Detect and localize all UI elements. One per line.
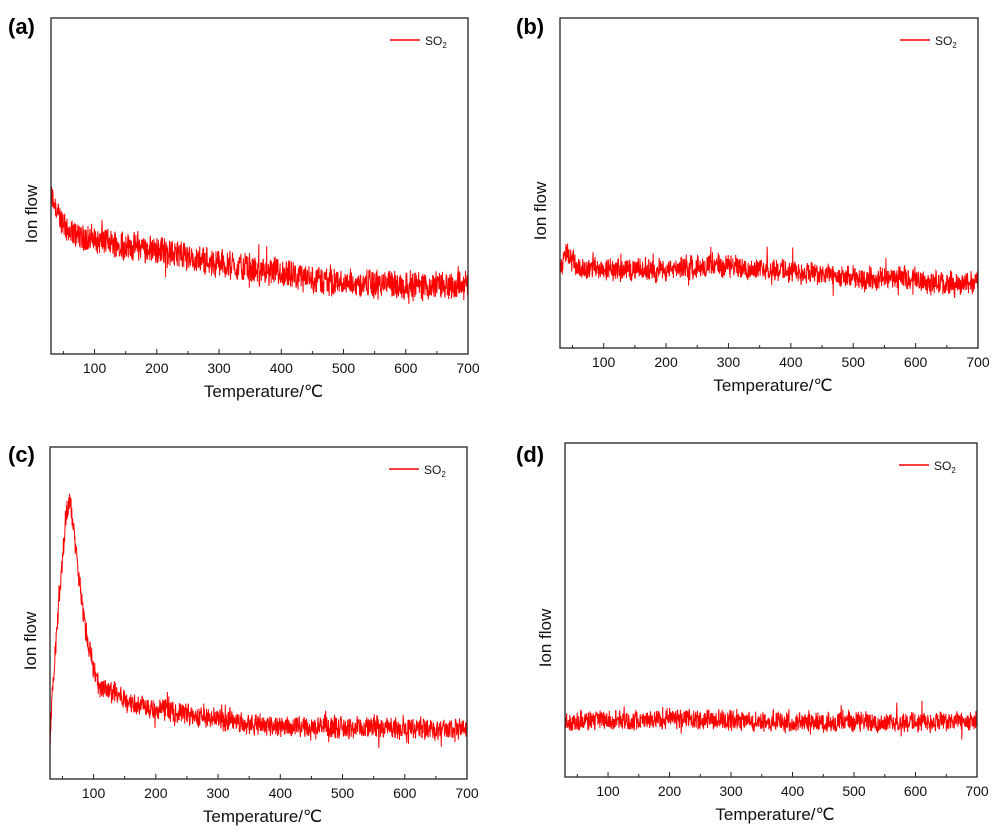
legend: SO2 (899, 459, 956, 475)
x-tick-label: 600 (904, 783, 928, 799)
x-tick-label: 700 (966, 354, 990, 370)
legend-label: SO2 (425, 34, 447, 50)
x-tick-label: 500 (331, 785, 355, 801)
x-tick-label: 300 (719, 783, 743, 799)
x-axis-label: Temperature/℃ (204, 382, 323, 401)
x-tick-label: 400 (781, 783, 805, 799)
x-tick-label: 300 (717, 354, 741, 370)
plot-frame (50, 17, 469, 355)
legend-label-subscript: 2 (952, 41, 957, 50)
legend-label: SO2 (424, 463, 446, 479)
series-line-so2 (564, 700, 978, 740)
x-tick-label: 500 (842, 354, 866, 370)
panel-label: (d) (516, 442, 544, 467)
chart-panel-d: (d) 100 200 300 400 500 600 700 Temperature/℃ Ion… (516, 442, 989, 824)
x-tick-label: 200 (145, 360, 169, 376)
panel-label: (c) (8, 442, 35, 467)
x-axis-label: Temperature/℃ (715, 805, 834, 824)
x-tick-label: 600 (904, 354, 928, 370)
x-tick-label: 500 (842, 783, 866, 799)
chart-panel-c: (c) 100 200 300 400 500 600 700 Temperature/℃ Ion… (8, 442, 479, 826)
x-axis-label: Temperature/℃ (203, 807, 322, 826)
chart-panel-a: (a) 100 200 300 400 500 600 700 Temperature/℃ Ion… (8, 14, 480, 401)
x-tick-label: 500 (332, 360, 356, 376)
legend-label-main: SO (424, 463, 441, 477)
x-tick-label: 200 (144, 785, 168, 801)
plot-frame (564, 442, 978, 778)
x-tick-label: 100 (596, 783, 620, 799)
panel-label: (b) (516, 14, 544, 39)
legend-label: SO2 (935, 34, 957, 50)
y-axis-label: Ion flow (22, 184, 41, 243)
x-tick-label: 100 (592, 354, 616, 370)
panel-label: (a) (8, 14, 35, 39)
legend-label-main: SO (425, 34, 442, 48)
x-tick-label: 200 (654, 354, 678, 370)
plot-frame (559, 17, 979, 349)
y-axis-label: Ion flow (536, 608, 555, 667)
x-tick-label: 100 (83, 360, 107, 376)
y-axis-label: Ion flow (21, 611, 40, 670)
x-tick-label: 600 (394, 360, 418, 376)
legend-label-main: SO (934, 459, 951, 473)
x-tick-label: 600 (393, 785, 417, 801)
chart-panel-b: (b) 100 200 300 400 500 600 700 Temperature/℃ Ion… (516, 14, 990, 395)
y-axis-label: Ion flow (531, 181, 550, 240)
legend-label-subscript: 2 (442, 41, 447, 50)
x-tick-label: 200 (658, 783, 682, 799)
x-tick-label: 100 (82, 785, 106, 801)
legend: SO2 (900, 34, 957, 50)
legend: SO2 (390, 34, 447, 50)
plot-frame (49, 446, 468, 780)
series-line-so2 (559, 243, 979, 299)
x-tick-label: 400 (779, 354, 803, 370)
series-line-so2 (49, 493, 468, 749)
x-tick-label: 400 (270, 360, 294, 376)
x-tick-label: 300 (207, 360, 231, 376)
legend-label: SO2 (934, 459, 956, 475)
legend-label-subscript: 2 (441, 470, 446, 479)
x-tick-label: 700 (456, 360, 480, 376)
x-tick-label: 700 (965, 783, 989, 799)
legend-label-subscript: 2 (951, 466, 956, 475)
x-tick-label: 400 (269, 785, 293, 801)
x-axis-label: Temperature/℃ (713, 376, 832, 395)
x-tick-label: 700 (455, 785, 479, 801)
series-line-so2 (50, 186, 469, 305)
x-tick-label: 300 (206, 785, 230, 801)
legend-label-main: SO (935, 34, 952, 48)
legend: SO2 (389, 463, 446, 479)
